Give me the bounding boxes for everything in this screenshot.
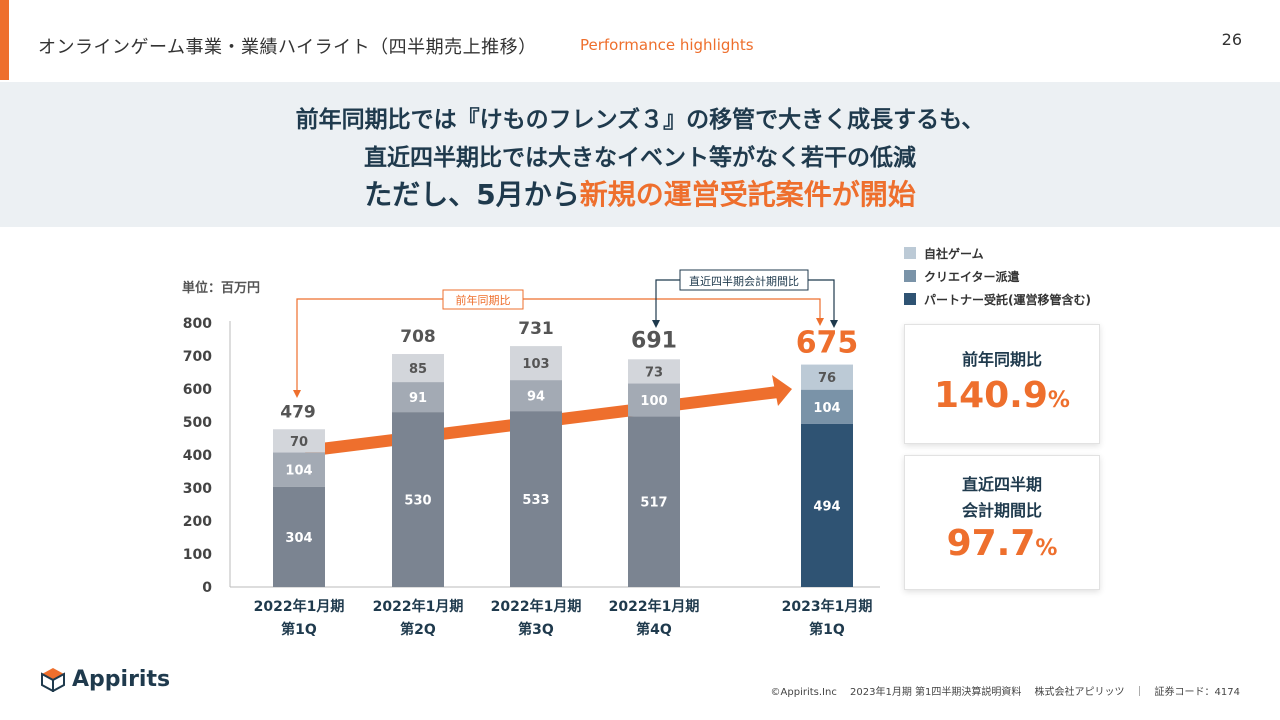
company-logo: Appirits [40,666,170,692]
kpi-qoq-number: 97.7 [946,523,1036,565]
y-tick-label: 100 [183,547,212,563]
y-tick-label: 800 [183,316,212,332]
kpi-card-yoy: 前年同期比 140.9% [904,324,1100,444]
bar-segment [273,452,325,487]
yoy-label: 前年同期比 [456,293,511,307]
y-tick-label: 600 [183,382,212,398]
kpi-qoq-label-1: 直近四半期 [961,475,1042,494]
bar-segment [392,412,444,587]
yoy-bracket-arrow-left [293,390,301,398]
bar-segment [273,486,325,587]
x-tick-label: 第4Q [636,621,672,638]
legend-label: クリエイター派遣 [924,269,1020,284]
kpi-yoy-label: 前年同期比 [961,350,1042,369]
kpi-yoy-unit: % [1047,387,1070,413]
logo-text: Appirits [72,666,171,692]
kpi-qoq-value: 97.7% [905,523,1099,564]
bar-segment-value: 91 [409,391,427,406]
x-tick-label: 2023年1月期 [782,598,873,615]
qoq-label-box [679,269,809,291]
headline-line-2: 直近四半期比では大きなイベント等がなく若干の低減 [364,145,916,171]
x-tick-label: 第2Q [400,621,436,638]
y-unit-label: 単位：百万円 [182,280,260,296]
bar-total-label: 731 [518,319,554,339]
legend-label: パートナー受託(運営移管含む) [924,292,1091,307]
bar-segment [628,359,680,384]
bar-total-label: 691 [631,328,677,353]
bar-segment-value: 76 [818,371,836,386]
logo-cube-icon [41,668,65,692]
bar-segment [510,346,562,381]
bar-segment [628,416,680,587]
page-title: オンラインゲーム事業・業績ハイライト（四半期売上推移） [38,37,537,58]
qoq-bracket-arrow-right [830,320,838,328]
kpi-yoy-number: 140.9 [934,374,1048,416]
bar-segment [628,383,680,417]
bar-segment [801,389,853,424]
x-tick-label: 2022年1月期 [373,598,464,615]
x-tick-label: 第1Q [809,621,845,638]
bar-total-label: 708 [400,327,436,347]
bar-segment-value: 533 [522,493,549,508]
header-accent-bar [0,0,9,80]
bar-segment-value: 530 [404,494,431,509]
headline-line-3-highlight: 新規の運営受託案件が開始 [579,178,916,211]
y-tick-label: 500 [183,415,212,431]
bar-segment [510,411,562,587]
kpi-qoq-label-2: 会計期間比 [961,500,1042,520]
legend-swatch [904,293,916,305]
bar-segment-value: 94 [527,390,545,405]
headline-line-1: 前年同期比では『けものフレンズ３』の移管で大きく成長するも、 [295,107,985,133]
headline-band [0,82,1280,227]
y-tick-label: 400 [183,448,212,464]
bar-segment-value: 70 [290,435,308,450]
bar-segment-value: 304 [285,531,312,546]
bar-segment [510,380,562,412]
bar-segment [273,429,325,453]
page-subtitle: Performance highlights [580,36,754,54]
bar-segment [801,364,853,390]
x-tick-label: 2022年1月期 [609,598,700,615]
qoq-label: 直近四半期会計期間比 [689,274,799,288]
yoy-bracket-line [296,298,821,396]
kpi-qoq-unit: % [1035,536,1058,562]
legend-label: 自社ゲーム [924,246,984,261]
x-tick-label: 2022年1月期 [254,598,345,615]
bar-segment-value: 104 [285,464,312,479]
legend-swatch [904,247,916,259]
bar-total-label: 675 [796,326,859,361]
yoy-label-box [442,289,524,310]
bar-segment-value: 517 [640,496,667,511]
headline-line-3-prefix: ただし、5月から [364,178,580,211]
bar-segment-value: 100 [640,394,667,409]
bar-total-label: 479 [280,402,316,422]
bar-segment-value: 494 [813,499,840,514]
bar-segment-value: 73 [645,365,663,380]
y-tick-label: 300 [183,481,212,497]
bar-segment-value: 103 [522,357,549,372]
stacked-bar-chart: 単位：百万円 0 100 200 300 400 500 600 700 800 304 104 70 4… [182,246,1091,638]
bar-segment [392,382,444,413]
trend-arrow-head [772,375,792,406]
bar-segment [392,354,444,383]
headline-line-3: ただし、5月から新規の運営受託案件が開始 [0,173,1280,213]
x-tick-label: 第1Q [281,621,317,638]
x-tick-label: 第3Q [518,621,554,638]
kpi-yoy-value: 140.9% [905,375,1099,416]
legend-swatch [904,270,916,282]
footer-copyright: ©Appirits.Inc 2023年1月期 第1四半期決算説明資料 株式会社ア… [770,687,1240,698]
bar-segment-value: 104 [813,401,840,416]
kpi-card-qoq: 直近四半期 会計期間比 97.7% [904,455,1100,590]
page-number: 26 [1221,30,1242,49]
x-tick-label: 2022年1月期 [491,598,582,615]
y-tick-label: 0 [202,580,212,596]
y-tick-label: 700 [183,349,212,365]
y-tick-label: 200 [183,514,212,530]
yoy-bracket-arrow-right [816,318,824,326]
bar-segment [801,423,853,587]
bar-segment-value: 85 [409,362,427,377]
qoq-bracket-arrow-left [652,320,660,328]
